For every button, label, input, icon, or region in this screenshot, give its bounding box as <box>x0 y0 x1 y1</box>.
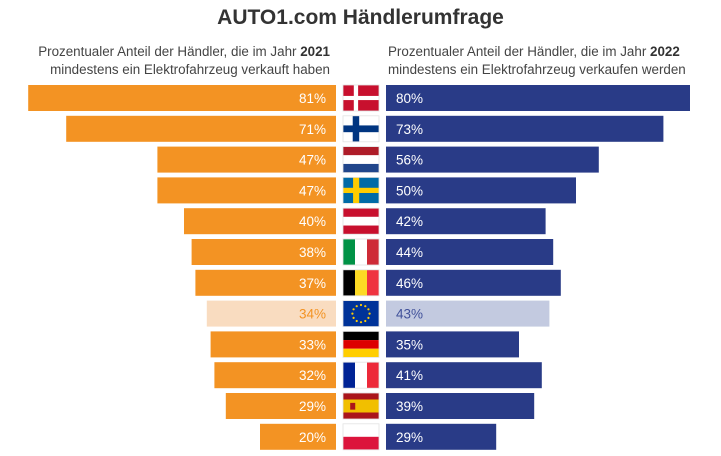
bar-2022-row-12 <box>386 423 497 450</box>
label-2022-row-8: 43% <box>396 307 423 322</box>
bar-2022-row-10 <box>386 362 542 389</box>
denmark-flag <box>342 84 380 112</box>
bar-2021-row-1 <box>28 85 336 111</box>
label-2021-row-9: 33% <box>299 337 326 352</box>
label-2022-row-11: 39% <box>396 399 423 414</box>
label-2021-row-12: 20% <box>299 430 326 445</box>
label-2021-row-8: 34% <box>299 307 326 322</box>
bar-2022-row-6 <box>386 239 554 265</box>
bar-2021-row-6 <box>191 239 336 265</box>
poland-flag <box>342 423 380 451</box>
subtitle-left-prefix: Prozentualer Anteil der Händler, die im … <box>38 44 301 59</box>
bar-2022-row-8 <box>386 300 550 327</box>
bar-2022-row-2 <box>386 115 664 142</box>
subtitle-right-year: 2022 <box>650 44 680 59</box>
bar-2021-row-2 <box>66 115 336 142</box>
label-2021-row-5: 40% <box>299 214 326 229</box>
germany-flag <box>342 330 380 358</box>
netherlands-flag <box>342 146 380 174</box>
subtitle-left: Prozentualer Anteil der Händler, die im … <box>38 43 330 79</box>
bar-2021-row-4 <box>157 177 336 204</box>
label-2021-row-4: 47% <box>299 183 326 198</box>
belgium-flag <box>342 269 380 297</box>
label-2022-row-1: 80% <box>396 91 423 106</box>
bar-2022-row-9 <box>386 331 519 358</box>
eu-flag <box>342 300 380 328</box>
bar-2021-row-12 <box>260 423 336 450</box>
bar-2021-row-8 <box>206 300 336 327</box>
bar-2022-row-7 <box>386 269 561 296</box>
bar-2022-row-4 <box>386 177 576 204</box>
bar-2021-row-10 <box>214 362 336 389</box>
label-2021-row-10: 32% <box>299 368 326 383</box>
finland-flag <box>342 115 380 143</box>
label-2022-row-2: 73% <box>396 122 423 137</box>
bar-2021-row-7 <box>195 269 336 296</box>
bar-2022-row-3 <box>386 146 599 173</box>
subtitle-right: Prozentualer Anteil der Händler, die im … <box>388 43 686 79</box>
subtitle-right-line2: mindestens ein Elektrofahrzeug verkaufen… <box>388 62 686 77</box>
bar-2021-row-11 <box>225 393 336 419</box>
bar-2021-row-9 <box>210 331 336 358</box>
label-2022-row-9: 35% <box>396 337 423 352</box>
subtitle-right-prefix: Prozentualer Anteil der Händler, die im … <box>388 44 650 59</box>
label-2022-row-5: 42% <box>396 214 423 229</box>
label-2021-row-1: 81% <box>299 91 326 106</box>
spain-flag <box>342 392 380 420</box>
sweden-flag <box>342 176 380 204</box>
label-2022-row-3: 56% <box>396 153 423 168</box>
label-2021-row-3: 47% <box>299 153 326 168</box>
label-2022-row-6: 44% <box>396 245 423 260</box>
france-flag <box>342 361 380 389</box>
label-2021-row-2: 71% <box>299 122 326 137</box>
bar-2022-row-11 <box>386 393 535 419</box>
label-2021-row-7: 37% <box>299 276 326 291</box>
chart-title: AUTO1.com Händlerumfrage <box>217 6 504 29</box>
bar-2022-row-5 <box>386 208 546 235</box>
austria-flag <box>342 207 380 235</box>
bar-2022-row-1 <box>386 85 690 111</box>
label-2022-row-4: 50% <box>396 183 423 198</box>
label-2021-row-6: 38% <box>299 245 326 260</box>
label-2022-row-10: 41% <box>396 368 423 383</box>
subtitle-left-year: 2021 <box>300 44 330 59</box>
label-2021-row-11: 29% <box>299 399 326 414</box>
label-2022-row-7: 46% <box>396 276 423 291</box>
bar-2021-row-3 <box>157 146 336 173</box>
subtitle-left-line2: mindestens ein Elektrofahrzeug verkauft … <box>50 62 330 77</box>
bar-2021-row-5 <box>184 208 336 235</box>
italy-flag <box>342 238 380 266</box>
label-2022-row-12: 29% <box>396 430 423 445</box>
